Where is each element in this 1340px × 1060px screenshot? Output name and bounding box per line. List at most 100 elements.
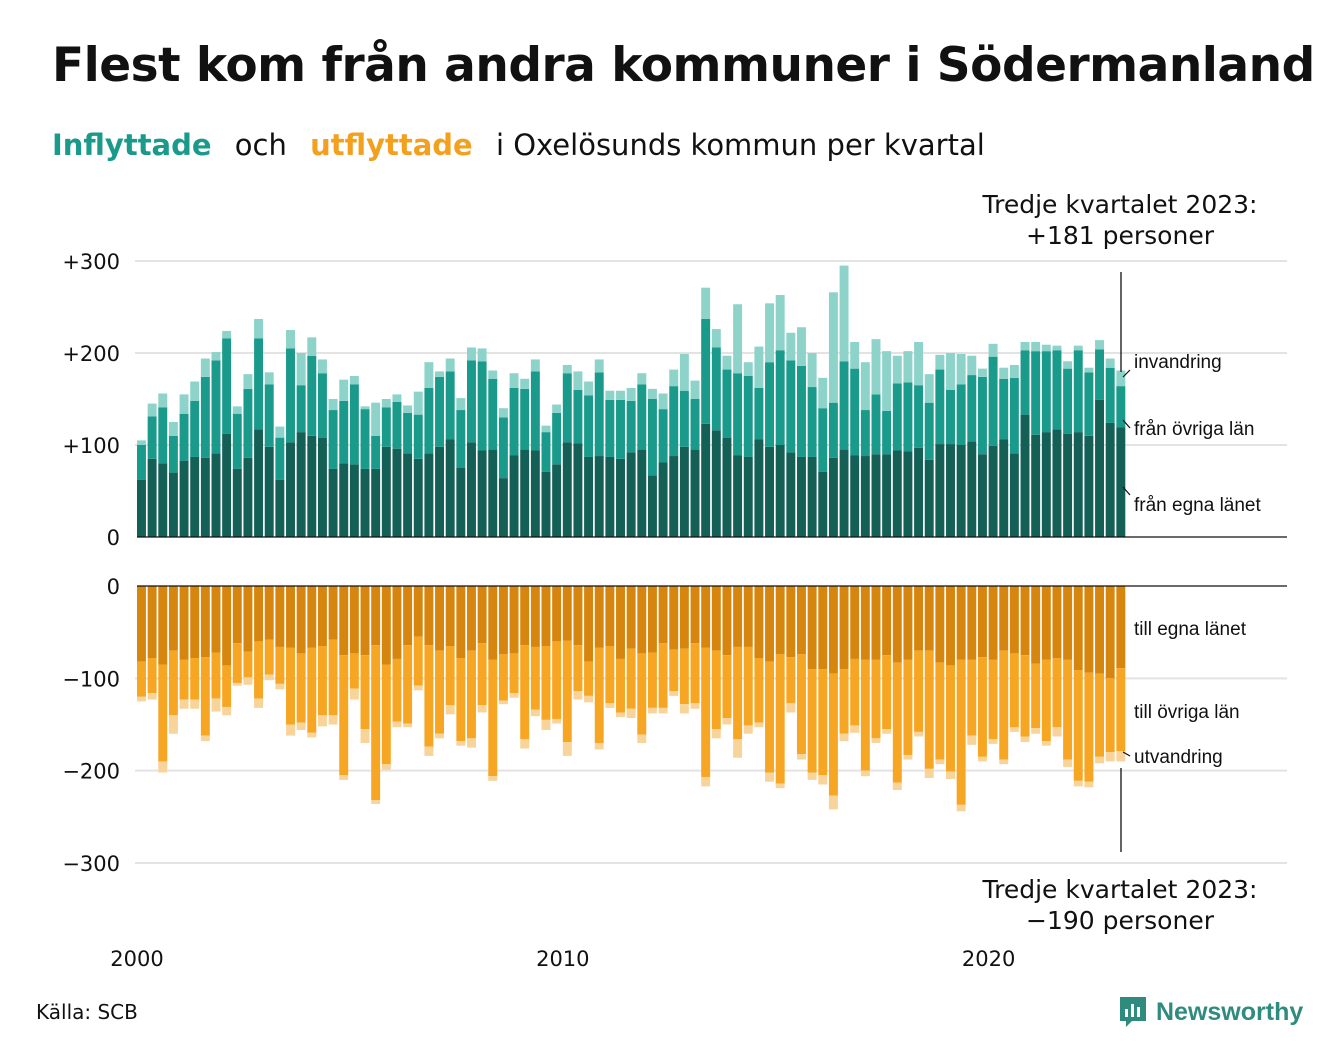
bar-fran-ovriga-lan: [520, 388, 530, 450]
bar-till-ovriga-lan: [701, 647, 711, 778]
bar-utvandring: [552, 718, 562, 724]
bar-utvandring: [222, 706, 232, 716]
bar-till-egna-lanet: [307, 586, 317, 648]
bar-fran-egna-lanet: [616, 458, 625, 537]
bar-till-egna-lanet: [328, 586, 338, 640]
bar-fran-egna-lanet: [935, 444, 945, 537]
bar-utvandring: [882, 729, 892, 734]
bar-fran-ovriga-lan: [999, 378, 1009, 440]
bar-till-ovriga-lan: [946, 665, 955, 772]
bar-till-ovriga-lan: [850, 658, 860, 726]
series-label-till-egna-lanet: till egna länet: [1134, 619, 1247, 640]
bar-till-egna-lanet: [1009, 586, 1019, 654]
bar-utvandring: [807, 772, 817, 780]
bar-invandring: [158, 393, 168, 408]
bar-fran-egna-lanet: [669, 456, 679, 537]
bar-till-ovriga-lan: [232, 643, 242, 683]
bar-till-egna-lanet: [1020, 586, 1030, 656]
bar-till-egna-lanet: [445, 586, 455, 647]
bar-fran-ovriga-lan: [903, 382, 913, 452]
bar-utvandring: [797, 754, 806, 760]
bar-fran-ovriga-lan: [679, 390, 689, 447]
bar-utvandring: [573, 691, 583, 700]
bar-invandring: [828, 292, 838, 403]
bar-till-ovriga-lan: [243, 651, 253, 678]
bar-till-ovriga-lan: [1073, 670, 1083, 781]
bar-till-ovriga-lan: [786, 657, 796, 704]
bar-till-ovriga-lan: [360, 655, 370, 730]
bar-till-egna-lanet: [1031, 586, 1041, 664]
bar-till-egna-lanet: [871, 586, 881, 660]
bar-till-egna-lanet: [562, 586, 572, 641]
bar-utvandring: [477, 705, 487, 713]
bar-fran-ovriga-lan: [477, 361, 487, 451]
bar-utvandring: [956, 804, 966, 812]
bar-fran-egna-lanet: [690, 449, 700, 537]
bar-fran-egna-lanet: [818, 471, 828, 537]
bar-fran-egna-lanet: [562, 442, 572, 537]
bar-till-egna-lanet: [892, 586, 902, 663]
bar-utvandring: [371, 800, 381, 804]
bar-fran-egna-lanet: [392, 448, 402, 537]
bar-fran-ovriga-lan: [211, 360, 221, 454]
bar-utvandring: [690, 703, 700, 709]
bar-fran-ovriga-lan: [1009, 377, 1019, 454]
bar-till-egna-lanet: [509, 586, 519, 654]
bar-till-egna-lanet: [786, 586, 796, 658]
bar-till-ovriga-lan: [477, 643, 487, 706]
bar-utvandring: [307, 732, 317, 738]
bar-fran-ovriga-lan: [147, 416, 157, 459]
bar-fran-egna-lanet: [903, 451, 913, 537]
bar-till-ovriga-lan: [445, 646, 455, 706]
bar-till-egna-lanet: [924, 586, 934, 651]
bar-fran-egna-lanet: [573, 443, 583, 537]
bar-fran-egna-lanet: [424, 453, 434, 537]
bar-till-ovriga-lan: [403, 645, 413, 724]
series-label-fran-egna-lanet: från egna länet: [1134, 495, 1261, 516]
newsworthy-logo: Newsworthy: [1118, 994, 1303, 1030]
bar-fran-ovriga-lan: [275, 437, 285, 480]
bar-utvandring: [403, 723, 413, 728]
bar-invandring: [733, 304, 743, 374]
bar-fran-egna-lanet: [775, 445, 785, 537]
bar-fran-ovriga-lan: [467, 360, 476, 443]
bar-fran-ovriga-lan: [339, 400, 349, 464]
leader-invandring: [1122, 369, 1131, 378]
top-annotation-line2: +181 personer: [1026, 221, 1215, 250]
x-tick-label: 2020: [962, 947, 1015, 971]
bar-fran-egna-lanet: [264, 446, 274, 537]
leader-fran-ovriga-lan: [1122, 419, 1131, 429]
bar-fran-ovriga-lan: [946, 389, 955, 445]
bar-till-ovriga-lan: [530, 646, 540, 710]
bar-fran-ovriga-lan: [232, 413, 242, 469]
bar-fran-egna-lanet: [552, 464, 562, 537]
bar-fran-egna-lanet: [360, 468, 370, 537]
top-y-tick-label: +200: [62, 342, 120, 366]
bar-till-egna-lanet: [669, 586, 679, 650]
bar-invandring: [360, 406, 370, 410]
bar-till-egna-lanet: [1052, 586, 1062, 659]
bar-fran-ovriga-lan: [360, 409, 370, 469]
bar-fran-ovriga-lan: [254, 338, 264, 430]
bar-utvandring: [254, 698, 264, 708]
bar-invandring: [349, 376, 359, 385]
bar-till-ovriga-lan: [733, 646, 743, 740]
bar-till-ovriga-lan: [158, 664, 168, 762]
bar-utvandring: [850, 725, 860, 733]
bar-till-ovriga-lan: [488, 659, 498, 777]
bar-fran-ovriga-lan: [882, 410, 892, 455]
bar-invandring: [488, 370, 498, 379]
bar-fran-egna-lanet: [371, 468, 381, 537]
bar-fran-egna-lanet: [477, 450, 487, 537]
bar-invandring: [892, 355, 902, 384]
bar-invandring: [211, 352, 221, 361]
bar-till-egna-lanet: [967, 586, 977, 660]
bar-till-egna-lanet: [349, 586, 359, 654]
bar-till-egna-lanet: [232, 586, 242, 644]
bar-till-ovriga-lan: [286, 647, 295, 725]
bar-till-ovriga-lan: [456, 658, 466, 742]
bar-till-egna-lanet: [530, 586, 540, 647]
bar-invandring: [179, 394, 189, 414]
bar-fran-egna-lanet: [1063, 433, 1073, 537]
bar-invandring: [956, 353, 966, 385]
